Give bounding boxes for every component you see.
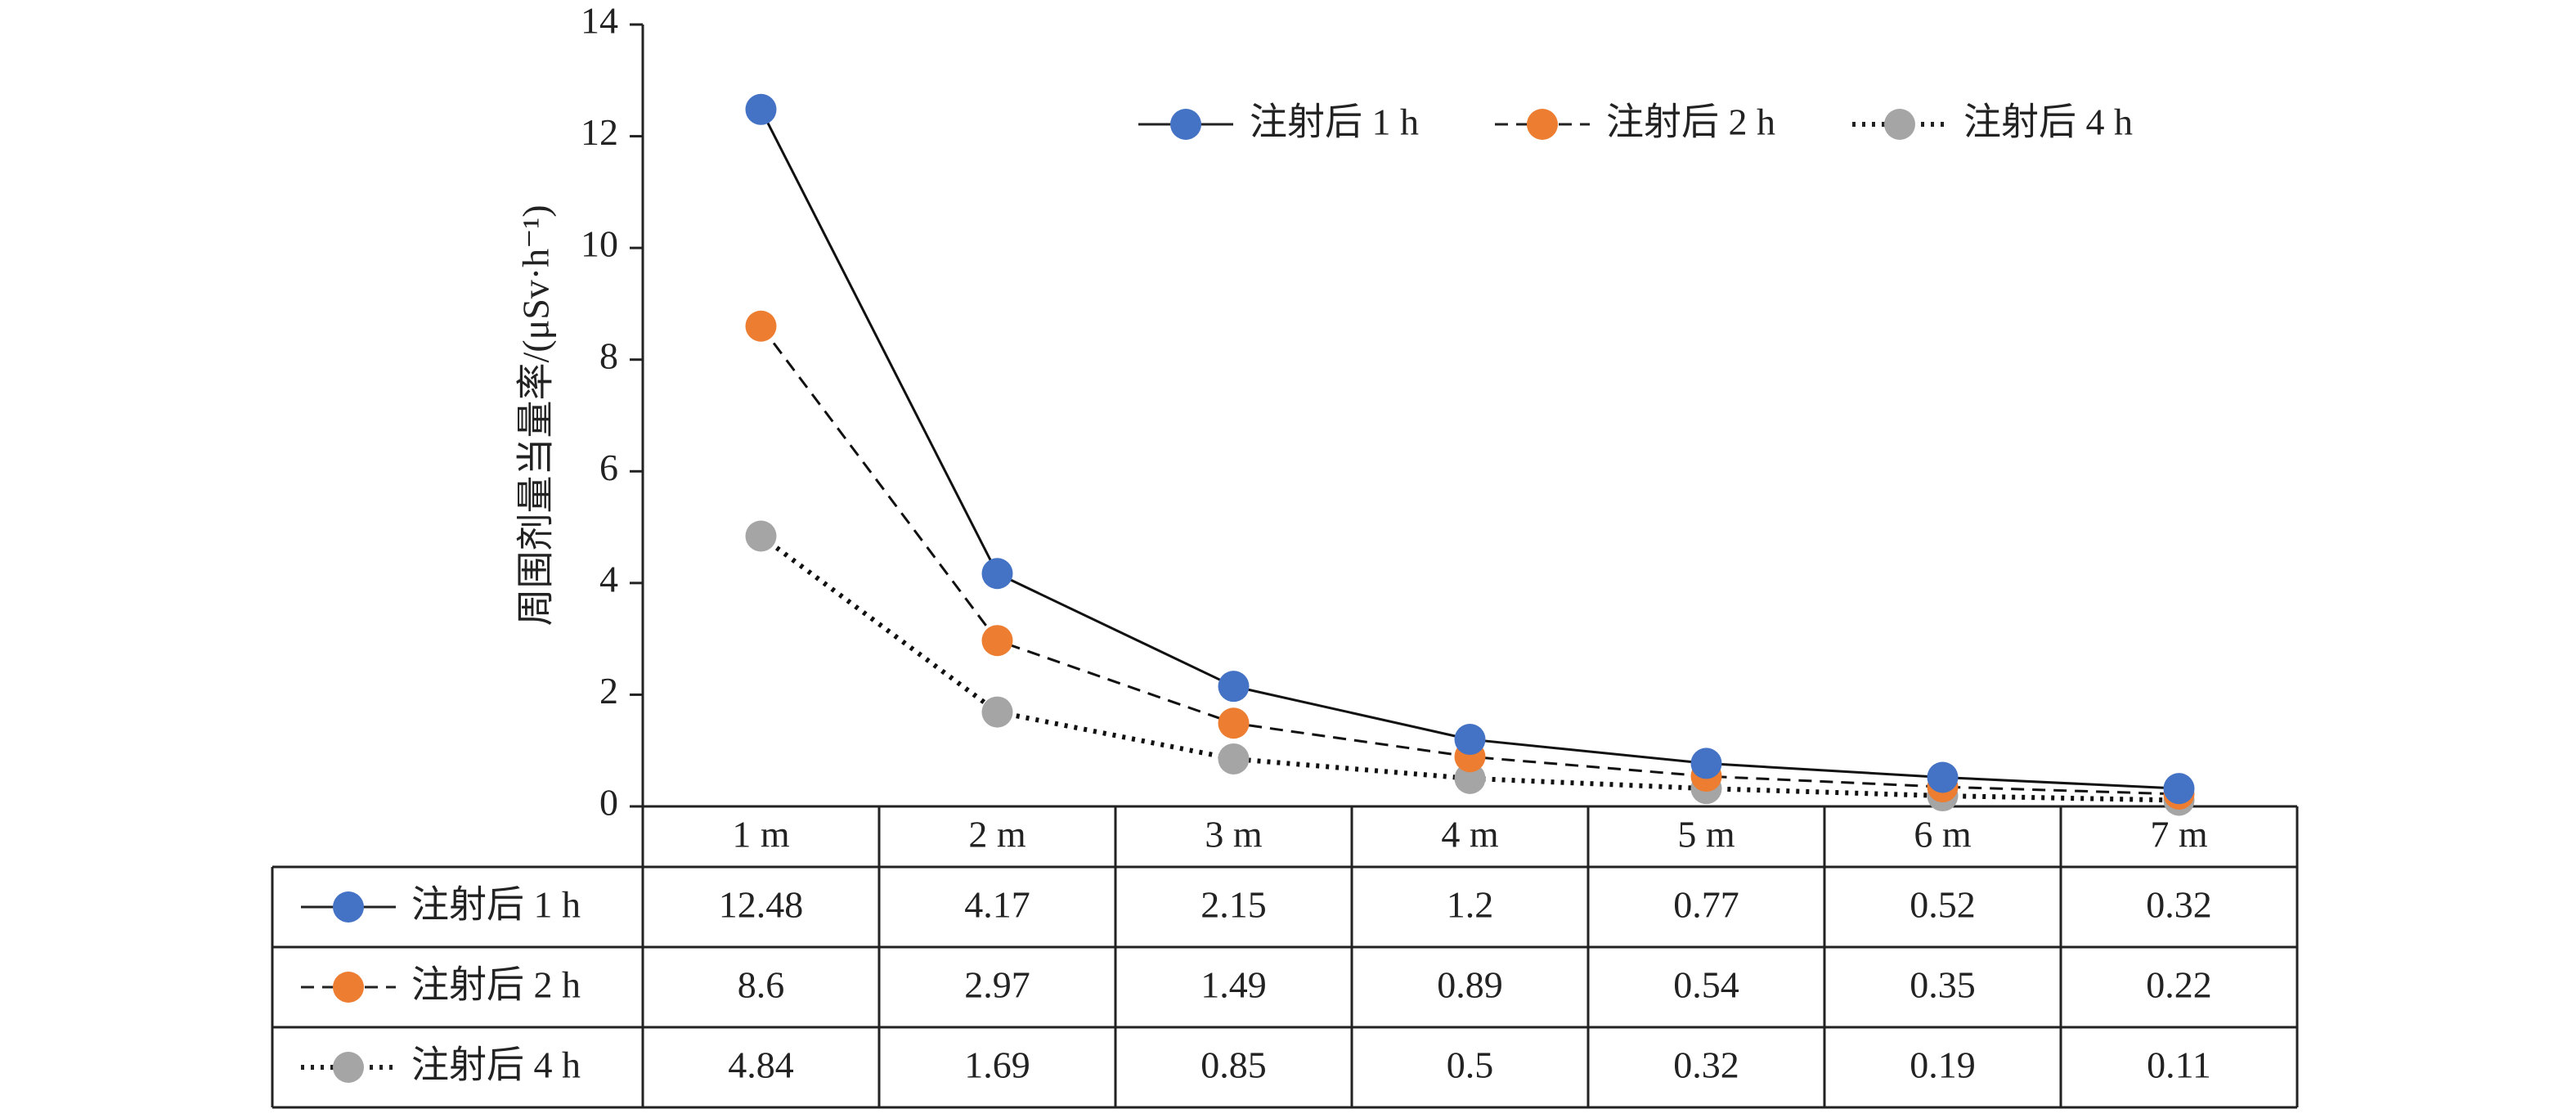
data-point <box>1218 743 1250 775</box>
table-value-cell: 1.2 <box>1447 884 1494 926</box>
y-tick-label: 14 <box>581 0 618 42</box>
data-point <box>1690 748 1722 779</box>
table-series-name: 注射后 2 h <box>411 964 581 1006</box>
table-legend-key-marker <box>333 972 364 1003</box>
y-tick-label: 4 <box>599 558 618 599</box>
table-value-cell: 12.48 <box>719 884 804 926</box>
data-point <box>1927 761 1959 793</box>
data-point <box>2163 773 2195 805</box>
y-tick-label: 2 <box>599 670 618 712</box>
y-tick-label: 8 <box>599 335 618 376</box>
table-value-cell: 1.49 <box>1200 964 1267 1006</box>
x-category-label: 1 m <box>732 814 790 855</box>
data-point <box>1218 671 1250 703</box>
legend-key-marker <box>1884 109 1915 140</box>
table-value-cell: 8.6 <box>738 964 785 1006</box>
data-point <box>981 625 1013 657</box>
table-value-cell: 0.54 <box>1673 964 1739 1006</box>
x-category-label: 6 m <box>1914 814 1972 855</box>
table-value-cell: 0.52 <box>1910 884 1976 926</box>
y-tick-label: 0 <box>599 782 618 824</box>
legend-key-marker <box>1527 109 1558 140</box>
data-point <box>981 558 1013 590</box>
y-tick-label: 6 <box>599 447 618 488</box>
table-legend-key-marker <box>333 891 364 923</box>
table-value-cell: 0.11 <box>2147 1044 2211 1086</box>
legend-entry-label: 注射后 2 h <box>1606 101 1775 143</box>
table-series-name: 注射后 1 h <box>411 884 581 926</box>
table-value-cell: 0.5 <box>1447 1044 1494 1086</box>
x-category-label: 7 m <box>2150 814 2208 855</box>
table-value-cell: 0.77 <box>1673 884 1739 926</box>
table-value-cell: 2.97 <box>964 964 1030 1006</box>
table-legend-key-marker <box>333 1052 364 1083</box>
table-value-cell: 4.17 <box>964 884 1030 926</box>
data-point <box>1454 762 1486 794</box>
series-line <box>760 109 2179 790</box>
x-category-label: 3 m <box>1205 814 1263 855</box>
table-value-cell: 0.35 <box>1910 964 1976 1006</box>
data-point <box>745 93 777 125</box>
table-value-cell: 2.15 <box>1200 884 1267 926</box>
table-series-name: 注射后 4 h <box>411 1044 581 1086</box>
table-value-cell: 4.84 <box>728 1044 794 1086</box>
table-value-cell: 0.19 <box>1910 1044 1976 1086</box>
data-point <box>981 696 1013 728</box>
x-category-label: 2 m <box>968 814 1026 855</box>
table-value-cell: 0.85 <box>1200 1044 1267 1086</box>
table-value-cell: 1.69 <box>964 1044 1030 1086</box>
x-category-label: 5 m <box>1677 814 1735 855</box>
table-value-cell: 0.32 <box>2146 884 2212 926</box>
y-tick-label: 12 <box>581 111 618 153</box>
data-point <box>1218 707 1250 739</box>
data-point <box>1454 724 1486 756</box>
legend-entry-label: 注射后 1 h <box>1250 101 1419 143</box>
legend-key-marker <box>1170 109 1201 140</box>
data-point <box>745 520 777 552</box>
data-point <box>745 310 777 342</box>
y-tick-label: 10 <box>581 223 618 265</box>
table-value-cell: 0.89 <box>1437 964 1503 1006</box>
table-value-cell: 0.22 <box>2146 964 2212 1006</box>
y-axis-title: 周围剂量当量率/(μSv·h⁻¹) <box>515 204 557 626</box>
table-value-cell: 0.32 <box>1673 1044 1739 1086</box>
x-category-label: 4 m <box>1441 814 1499 855</box>
legend-entry-label: 注射后 4 h <box>1963 101 2133 143</box>
